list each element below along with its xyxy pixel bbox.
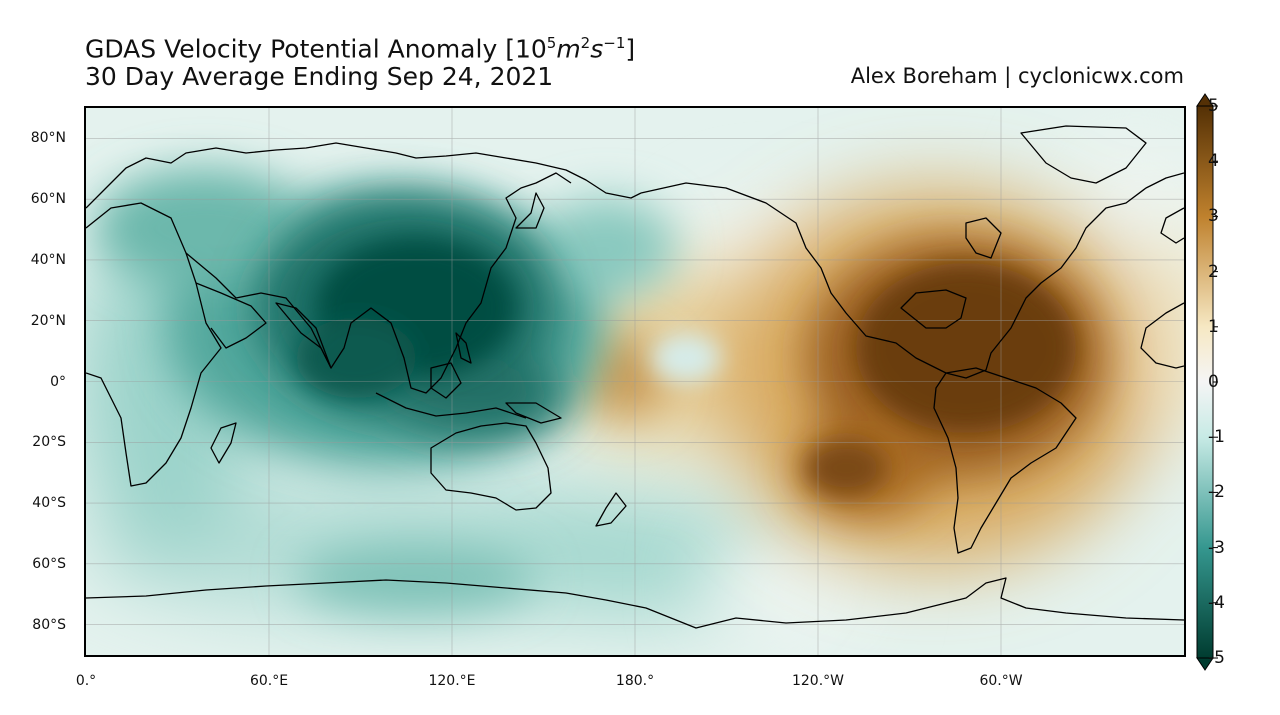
lat-tick-label: 80°N	[30, 130, 66, 147]
colorbar-tick-label: 5	[1208, 96, 1219, 116]
title-unit-m: m	[556, 34, 581, 64]
coast-eurasia-north	[86, 142, 642, 209]
coast-philippines	[455, 332, 472, 364]
colorbar-tick-label: 4	[1208, 151, 1219, 172]
colorbar-extend-min-triangle	[1196, 657, 1214, 671]
lat-tick-label: 0°	[50, 373, 66, 390]
colorbar	[1196, 93, 1218, 671]
coast-indonesia	[375, 392, 527, 419]
colorbar-tick-label: 2	[1208, 261, 1219, 282]
lat-tick-label: 20°S	[32, 434, 66, 451]
map-graticule	[86, 108, 1184, 655]
coast-new-zealand	[595, 492, 627, 527]
coast-west-africa-right	[1140, 302, 1184, 369]
lat-tick-label: 40°N	[30, 251, 66, 268]
coast-australia	[430, 422, 552, 511]
colorbar-ticks	[1213, 105, 1218, 659]
chart-subtitle: 30 Day Average Ending Sep 24, 2021	[85, 62, 554, 91]
anomaly-neutral-eye	[651, 333, 721, 383]
lon-tick-label: 120.°W	[791, 673, 845, 689]
coast-gulf-mexico	[900, 289, 967, 329]
title-suffix: ]	[625, 34, 636, 64]
title-exponent-neg1: −1	[603, 34, 626, 52]
coast-north-america	[640, 172, 1184, 379]
coast-india	[275, 302, 332, 369]
anomaly-field-positive-peak	[806, 263, 1076, 496]
colorbar-tick-label: 0	[1208, 372, 1219, 392]
colorbar-tick-label: -5	[1208, 648, 1225, 668]
map-panel	[84, 106, 1186, 657]
lon-tick-label: 120.°E	[428, 673, 476, 689]
colorbar-tick-label: -4	[1208, 592, 1225, 613]
credit-text: Alex Boreham | cyclonicwx.com	[850, 64, 1184, 88]
title-exponent-2: 2	[580, 34, 591, 52]
coast-madagascar	[210, 422, 237, 464]
coast-hudson-bay	[965, 217, 1002, 259]
title-unit-s: s	[590, 34, 604, 64]
map-canvas	[86, 108, 1184, 655]
lon-tick-label: 60.°W	[979, 673, 1023, 689]
lon-tick-label: 60.°E	[249, 673, 289, 689]
coast-japan	[515, 192, 545, 229]
title-exponent-5: 5	[546, 34, 557, 52]
colorbar-tick-label: -3	[1208, 537, 1225, 558]
lon-tick-label: 0.°	[75, 673, 97, 689]
coast-new-guinea	[505, 402, 562, 424]
coast-greenland	[1020, 125, 1147, 184]
coastlines	[86, 125, 1184, 629]
coast-arabia	[195, 282, 267, 349]
coast-antarctica	[86, 577, 1184, 629]
colorbar-tick-label: -1	[1208, 427, 1225, 448]
colorbar-tick-label: -2	[1208, 482, 1225, 503]
colorbar-tick-label: 3	[1208, 206, 1219, 227]
colorbar-tick-label: 1	[1208, 316, 1219, 337]
lat-tick-label: 60°S	[32, 555, 66, 572]
lat-tick-label: 60°N	[30, 191, 66, 208]
lat-tick-label: 20°N	[30, 312, 66, 329]
chart-title: GDAS Velocity Potential Anomaly [105m2s−…	[85, 28, 635, 64]
lon-tick-label: 180.°	[615, 673, 655, 689]
lat-tick-label: 40°S	[32, 495, 66, 512]
coast-europe-right	[1160, 207, 1184, 244]
lat-tick-label: 80°S	[32, 616, 66, 633]
coast-borneo	[430, 362, 462, 399]
coast-south-america	[933, 367, 1077, 554]
coast-africa	[86, 202, 222, 487]
coast-eurasia-south	[185, 172, 572, 394]
title-prefix: GDAS Velocity Potential Anomaly [10	[85, 34, 547, 64]
